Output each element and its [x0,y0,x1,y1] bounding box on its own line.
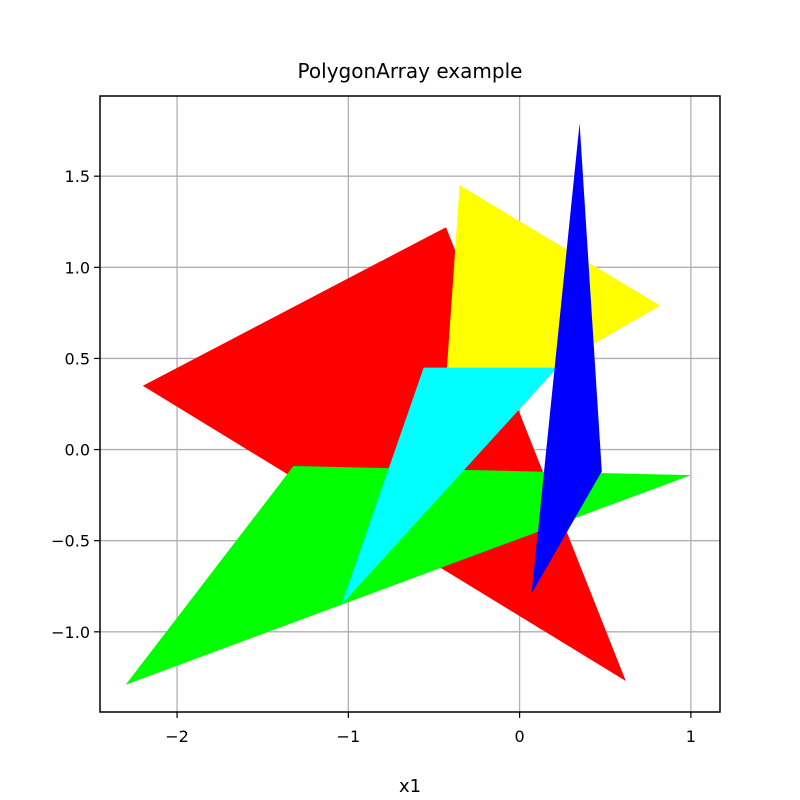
y-tick-label: 1.0 [65,258,90,277]
x-tick-label: 1 [686,727,696,746]
y-tick-label: 1.5 [65,167,90,186]
y-tick-label: −1.0 [51,623,90,642]
ticks: −2 −1 0 1 −1.0 −0.5 0.0 0.5 1.0 1.5 [51,167,696,746]
y-tick-label: 0.5 [65,349,90,368]
chart-title: PolygonArray example [298,59,523,83]
plot-frame [99,95,721,713]
y-tick-label: 0.0 [65,441,90,460]
x-tick-label: −2 [165,727,189,746]
x-tick-label: 0 [515,727,525,746]
x-axis-label: x1 [399,776,421,797]
polygon-1 [142,227,626,681]
y-tick-label: −0.5 [51,532,90,551]
polygon-layer [125,123,691,685]
polygon-4 [341,367,558,605]
polygon-5 [531,123,602,594]
x-tick-label: −1 [337,727,361,746]
